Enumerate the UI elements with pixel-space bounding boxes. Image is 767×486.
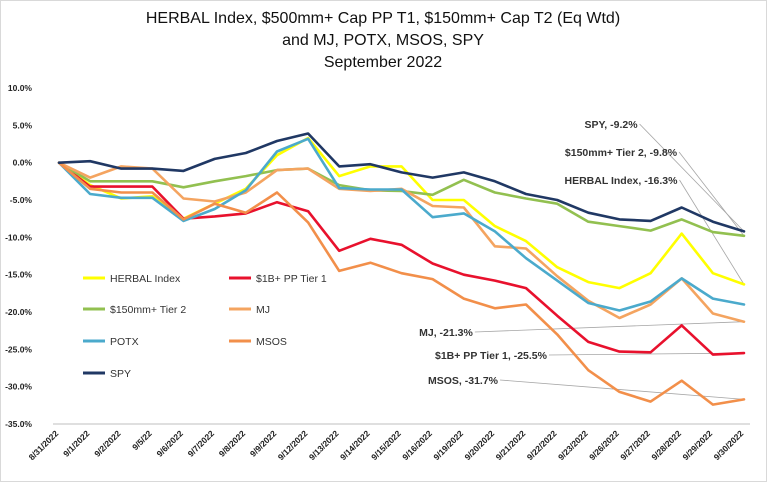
x-tick-label: 9/23/2022 xyxy=(556,428,590,462)
legend-label-mj: MJ xyxy=(256,304,270,316)
annotation-150mm-tier-2: $150mm+ Tier 2, -9.8% xyxy=(565,147,678,159)
chart-title-line-2: and MJ, POTX, MSOS, SPY xyxy=(282,32,484,49)
y-tick-label: -20.0% xyxy=(5,307,32,317)
y-tick-label: -10.0% xyxy=(5,232,32,242)
y-tick-label: -30.0% xyxy=(5,382,32,392)
x-tick-label: 9/19/2022 xyxy=(431,428,465,462)
legend-label-herbal-index: HERBAL Index xyxy=(110,273,181,285)
chart-title-line-3: September 2022 xyxy=(324,54,442,71)
annotation-msos: MSOS, -31.7% xyxy=(428,375,499,387)
leader-line-msos xyxy=(499,379,745,400)
series-line-msos xyxy=(57,161,746,406)
x-tick-label: 9/27/2022 xyxy=(618,428,652,462)
x-tick-label: 9/6/2022 xyxy=(154,428,185,459)
x-tick-label: 9/28/2022 xyxy=(649,428,683,462)
annotation-1b-pp-tier-1: $1B+ PP Tier 1, -25.5% xyxy=(435,350,548,362)
leader-line-150mm-tier-2 xyxy=(678,151,745,237)
x-tick-label: 9/1/2022 xyxy=(61,428,92,459)
series-line-potx xyxy=(57,137,746,312)
x-tick-label: 9/21/2022 xyxy=(494,428,528,462)
x-tick-label: 9/7/2022 xyxy=(186,428,217,459)
x-tick-label: 9/16/2022 xyxy=(400,428,434,462)
x-tick-label: 9/9/2022 xyxy=(248,428,279,459)
y-tick-label: -35.0% xyxy=(5,419,32,429)
annotations: SPY, -9.2% $150mm+ Tier 2, -9.8% HERBAL In… xyxy=(419,119,678,387)
chart-title: HERBAL Index, $500mm+ Cap PP T1, $150mm+… xyxy=(146,10,620,71)
x-axis: 8/31/2022 9/1/2022 9/2/2022 9/5/22 9/6/2022 9… xyxy=(27,423,750,462)
annotation-mj: MJ, -21.3% xyxy=(419,327,473,339)
y-tick-label: 10.0% xyxy=(8,83,33,93)
annotation-herbal-index: HERBAL Index, -16.3% xyxy=(564,175,678,187)
x-tick-label: 9/13/2022 xyxy=(307,428,341,462)
x-tick-label: 9/30/2022 xyxy=(712,428,746,462)
x-tick-label: 9/29/2022 xyxy=(680,428,714,462)
legend: HERBAL Index $1B+ PP Tier 1 $150mm+ Tier 2… xyxy=(83,273,327,380)
x-tick-label: 9/2/2022 xyxy=(92,428,123,459)
y-tick-label: -25.0% xyxy=(5,344,32,354)
legend-label-1b-pp-tier-1: $1B+ PP Tier 1 xyxy=(256,273,327,285)
y-tick-label: -5.0% xyxy=(10,195,33,205)
x-tick-label: 9/5/22 xyxy=(130,428,154,452)
y-tick-label: 0.0% xyxy=(13,158,33,168)
y-tick-label: -15.0% xyxy=(5,270,32,280)
series-line-herbal-index xyxy=(57,136,746,290)
annotation-leader-lines xyxy=(474,123,745,400)
series-line-spy xyxy=(57,132,746,233)
x-tick-label: 9/8/2022 xyxy=(217,428,248,459)
x-tick-label: 9/22/2022 xyxy=(525,428,559,462)
y-axis: 10.0% 5.0% 0.0% -5.0% -10.0% -15.0% -20.0% -25.… xyxy=(5,83,32,429)
legend-label-msos: MSOS xyxy=(256,336,287,348)
series-line-1b-pp-tier-1 xyxy=(57,161,746,356)
leader-line-mj xyxy=(474,321,745,333)
y-tick-label: 5.0% xyxy=(13,120,33,130)
chart-title-line-1: HERBAL Index, $500mm+ Cap PP T1, $150mm+… xyxy=(146,10,620,27)
x-tick-label: 8/31/2022 xyxy=(27,428,61,462)
legend-label-spy: SPY xyxy=(110,368,131,380)
x-tick-label: 9/26/2022 xyxy=(587,428,621,462)
series-lines xyxy=(57,132,746,406)
annotation-spy: SPY, -9.2% xyxy=(584,119,638,131)
x-tick-label: 9/12/2022 xyxy=(276,428,310,462)
x-tick-label: 9/20/2022 xyxy=(463,428,497,462)
x-tick-label: 9/15/2022 xyxy=(369,428,403,462)
x-tick-label: 9/14/2022 xyxy=(338,428,372,462)
legend-label-150mm-tier-2: $150mm+ Tier 2 xyxy=(110,304,186,316)
legend-label-potx: POTX xyxy=(110,336,139,348)
